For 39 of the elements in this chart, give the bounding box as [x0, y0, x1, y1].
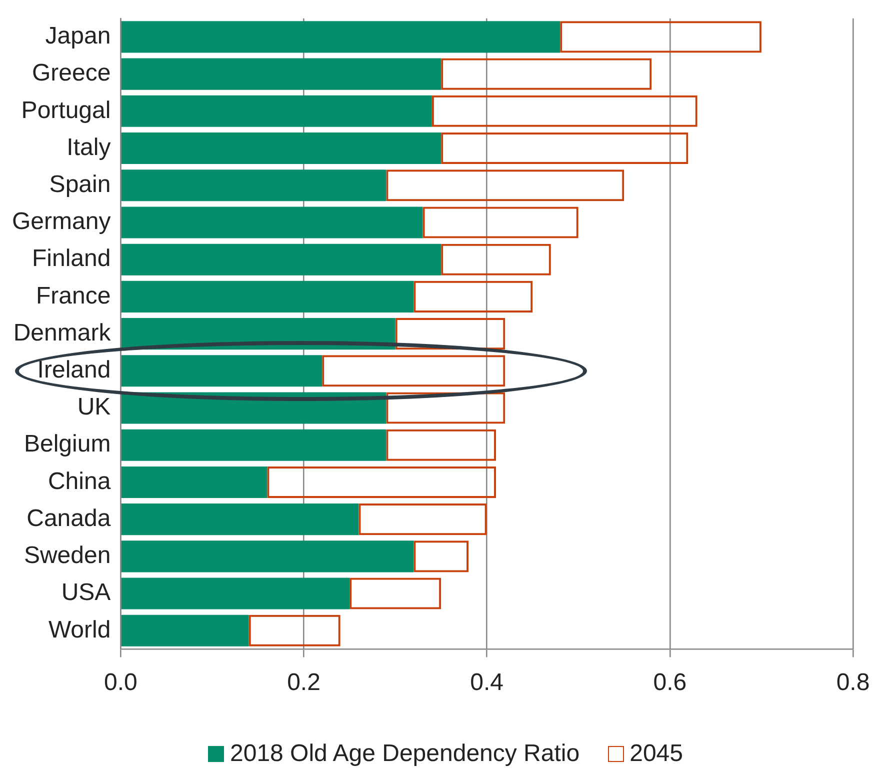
y-tick-label: Germany [12, 208, 111, 236]
bar [121, 466, 268, 498]
y-tick-label: Denmark [13, 319, 112, 346]
y-tick-label: Belgium [24, 430, 111, 458]
y-tick-label: USA [61, 579, 111, 606]
x-tick-label: 0.2 [287, 669, 320, 696]
bar [121, 355, 322, 387]
bar [121, 206, 423, 238]
y-tick-label: Ireland [37, 356, 111, 384]
bar [121, 280, 414, 312]
y-tick-label: Finland [32, 245, 111, 272]
y-tick-label: Greece [32, 60, 111, 87]
y-tick-label: Sweden [24, 542, 111, 570]
legend-label: 2018 Old Age Dependency Ratio [230, 740, 580, 768]
bar [121, 504, 359, 536]
y-tick-label: UK [77, 394, 111, 421]
x-tick-label: 0.0 [104, 669, 138, 696]
y-tick-label: Spain [49, 171, 111, 198]
bar [121, 21, 560, 53]
bar [121, 132, 442, 164]
y-tick-label: France [36, 282, 111, 310]
bar [121, 58, 442, 90]
x-tick-label: 0.4 [470, 669, 504, 696]
y-tick-label: World [48, 616, 111, 644]
bar [121, 540, 414, 572]
bar [121, 95, 432, 127]
bar [121, 614, 249, 646]
legend-label: 2045 [630, 740, 683, 768]
y-tick-label: Italy [66, 134, 111, 161]
bar [121, 170, 386, 202]
y-tick-label: Japan [45, 22, 111, 50]
y-tick-label: Canada [26, 504, 112, 532]
bar [121, 578, 350, 610]
y-tick-label: Portugal [21, 96, 111, 124]
bar [121, 429, 386, 461]
y-tick-label: China [48, 468, 112, 495]
x-tick-label: 0.6 [653, 669, 687, 696]
bar [121, 244, 442, 276]
x-tick-label: 0.8 [836, 669, 870, 696]
